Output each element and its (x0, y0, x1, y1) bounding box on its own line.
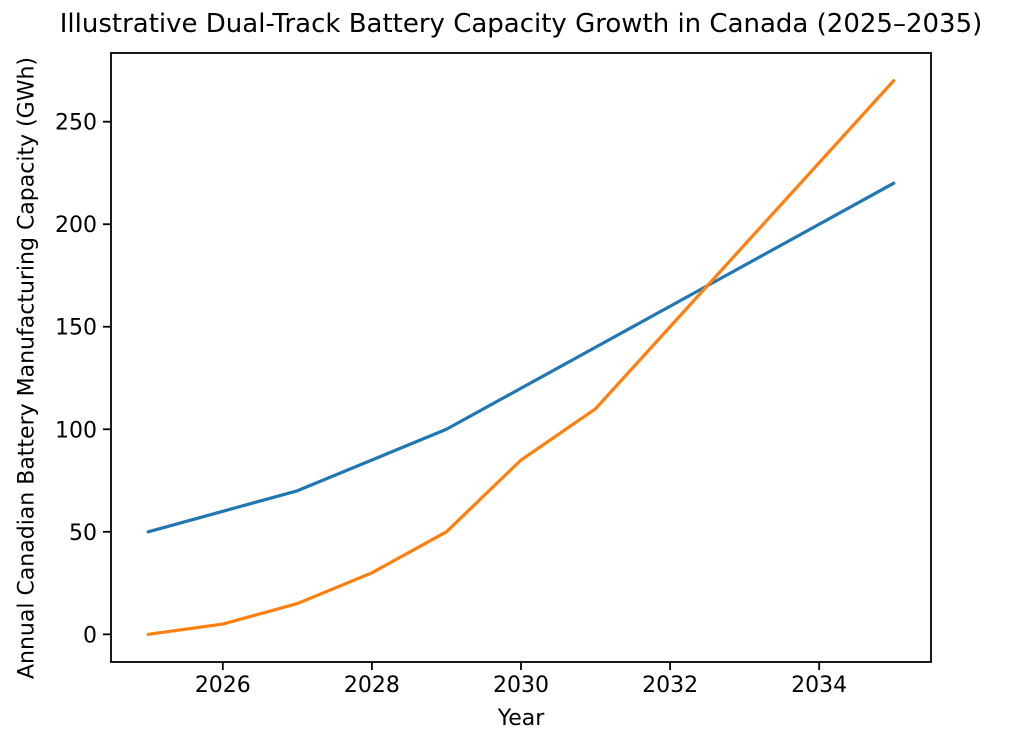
y-axis-label: Annual Canadian Battery Manufacturing Ca… (14, 57, 40, 679)
blue-series-line (146, 181, 896, 534)
x-tick-label: 2026 (195, 673, 251, 698)
x-axis-label: Year (497, 706, 545, 731)
chart-title: Illustrative Dual-Track Battery Capacity… (59, 9, 983, 39)
y-tick-label: 200 (55, 213, 97, 238)
x-tick-label: 2032 (642, 673, 698, 698)
y-tick-label: 50 (69, 521, 97, 546)
x-tick-label: 2034 (791, 673, 847, 698)
y-tick-label: 100 (55, 418, 97, 443)
x-tick-label: 2030 (493, 673, 549, 698)
y-tick-label: 250 (55, 111, 97, 136)
y-tick-label: 0 (83, 623, 97, 648)
axes-frame (110, 52, 932, 663)
x-tick-label: 2028 (344, 673, 400, 698)
y-tick-label: 150 (55, 316, 97, 341)
orange-series-line (146, 79, 896, 636)
